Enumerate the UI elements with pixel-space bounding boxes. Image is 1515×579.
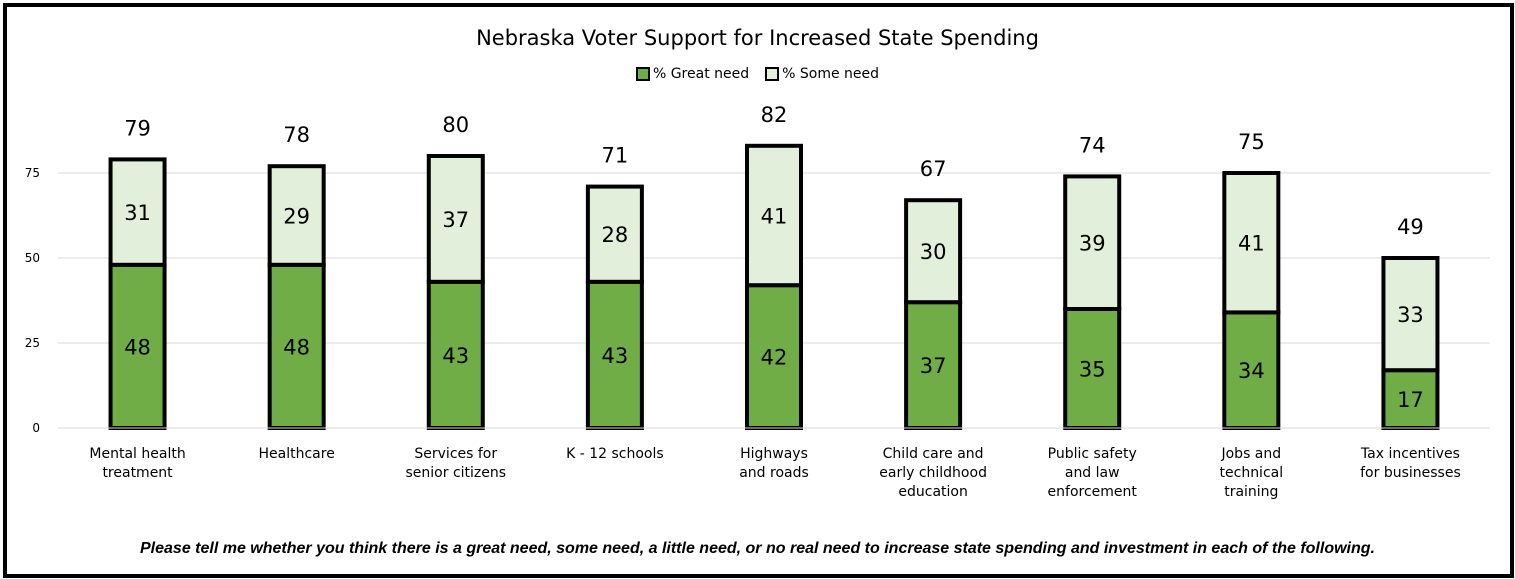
data-label-great-need-2: 43 xyxy=(442,344,469,368)
data-label-great-need-1: 48 xyxy=(283,335,310,359)
data-label-great-need-7: 34 xyxy=(1238,359,1265,383)
y-tick-label-0: 0 xyxy=(32,421,40,435)
data-label-some-need-5: 30 xyxy=(920,240,947,264)
bar-some-need-5 xyxy=(904,198,963,305)
data-label-some-need-0: 31 xyxy=(124,201,151,225)
legend-item-some-need: % Some need xyxy=(765,66,879,82)
legend-swatch-some-need xyxy=(765,67,780,81)
x-tick-label-2: Services for senior citizens xyxy=(406,446,507,481)
bar-some-need-0 xyxy=(108,157,167,267)
chart-title: Nebraska Voter Support for Increased Sta… xyxy=(476,26,1039,50)
legend-item-great-need: % Great need xyxy=(635,66,750,82)
data-label-some-need-1: 29 xyxy=(283,205,310,229)
survey-question-footnote: Please tell me whether you think there i… xyxy=(140,540,1375,557)
x-tick-label-4: Highways and roads xyxy=(739,446,809,481)
bar-great-need-2 xyxy=(426,279,485,430)
data-label-total-5: 67 xyxy=(920,157,947,181)
data-label-some-need-7: 41 xyxy=(1238,232,1265,256)
legend-swatch-great-need xyxy=(635,67,650,81)
bar-some-need-4 xyxy=(745,143,803,288)
data-label-some-need-6: 39 xyxy=(1079,232,1106,256)
bar-great-need-8 xyxy=(1381,368,1440,431)
bar-some-need-7 xyxy=(1222,171,1281,315)
data-label-total-7: 75 xyxy=(1238,130,1265,154)
x-tick-label-5: Child care and early childhood education xyxy=(879,446,987,500)
bar-great-need-7 xyxy=(1222,310,1281,430)
bar-some-need-2 xyxy=(426,154,485,284)
data-label-great-need-6: 35 xyxy=(1079,358,1106,382)
y-tick-label-75: 75 xyxy=(25,166,40,180)
legend-label-great-need: % Great need xyxy=(652,66,750,82)
data-label-some-need-3: 28 xyxy=(602,223,629,247)
bar-some-need-1 xyxy=(267,164,326,267)
data-label-great-need-0: 48 xyxy=(124,335,151,359)
x-tick-label-3: K - 12 schools xyxy=(566,446,664,462)
data-label-total-8: 49 xyxy=(1397,215,1424,239)
data-label-total-3: 71 xyxy=(602,144,629,168)
x-tick-label-8: Tax incentives for businesses xyxy=(1360,446,1461,481)
data-label-some-need-4: 41 xyxy=(761,205,788,229)
data-label-great-need-4: 42 xyxy=(761,346,788,370)
data-label-total-4: 82 xyxy=(761,103,788,127)
data-label-some-need-8: 33 xyxy=(1397,303,1424,327)
bar-some-need-6 xyxy=(1063,174,1122,311)
chart-legend: % Great need % Some need xyxy=(0,66,1515,82)
data-label-some-need-2: 37 xyxy=(442,208,469,232)
x-tick-label-0: Mental health treatment xyxy=(89,446,185,481)
bar-some-need-3 xyxy=(585,184,644,284)
data-label-total-0: 79 xyxy=(124,116,151,140)
x-tick-label-6: Public safety and law enforcement xyxy=(1048,446,1138,500)
x-tick-label-7: Jobs and technical training xyxy=(1220,446,1284,500)
legend-label-some-need: % Some need xyxy=(782,66,880,82)
bar-some-need-8 xyxy=(1381,256,1440,373)
data-label-total-2: 80 xyxy=(442,113,469,137)
y-tick-label-25: 25 xyxy=(25,336,40,350)
y-tick-label-50: 50 xyxy=(25,251,40,265)
data-label-great-need-5: 37 xyxy=(920,354,947,378)
data-label-total-1: 78 xyxy=(283,123,310,147)
x-tick-label-1: Healthcare xyxy=(259,446,335,462)
data-label-great-need-8: 17 xyxy=(1397,388,1424,412)
data-label-great-need-3: 43 xyxy=(602,344,629,368)
data-label-total-6: 74 xyxy=(1079,133,1106,157)
